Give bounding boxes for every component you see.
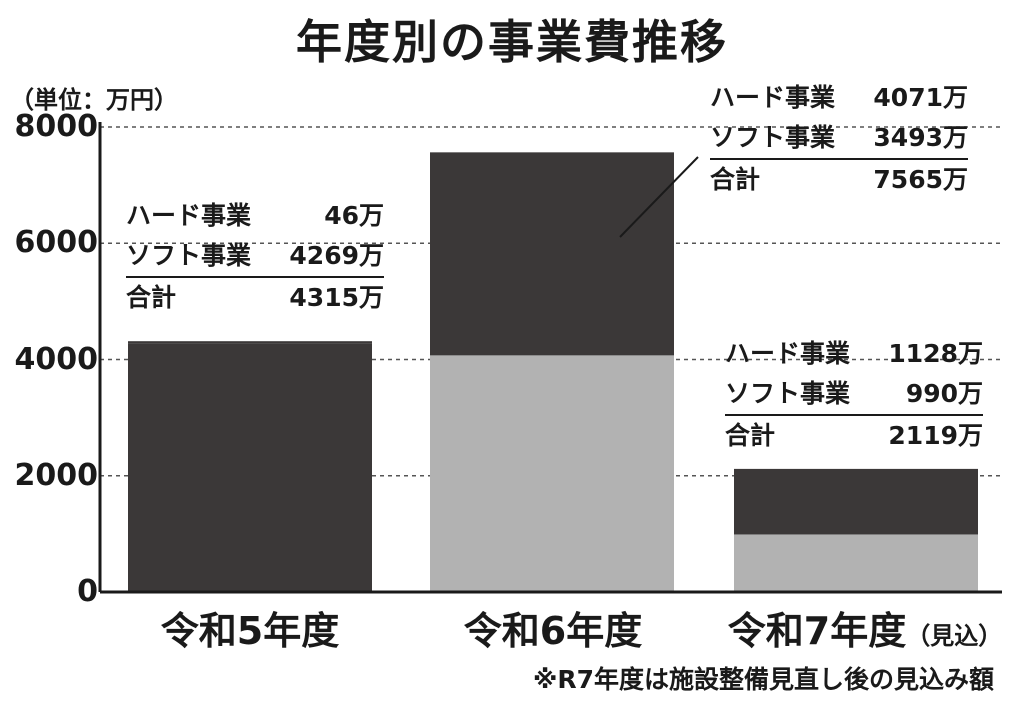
annotation-label: ソフト事業 [710, 123, 836, 152]
y-tick-label: 6000 [14, 225, 99, 261]
annotation-label: 合計 [710, 165, 761, 194]
bar-segment-hard [430, 152, 674, 356]
bar-segment-soft [734, 534, 978, 592]
annotation-value: 3493万 [873, 123, 968, 152]
annotation-value: 4315万 [289, 283, 384, 312]
annotation-label: 合計 [725, 421, 776, 450]
annotation-row: ハード事業 4071万 [710, 78, 968, 118]
annotation-label: ハード事業 [725, 339, 851, 368]
y-tick-label: 2000 [14, 457, 99, 493]
annotation-r6: ハード事業 4071万 ソフト事業 3493万 合計 7565万 [710, 78, 968, 200]
annotation-value: 1128万 [888, 339, 983, 368]
annotation-row: ソフト事業 4269万 [126, 236, 384, 276]
annotation-r7: ハード事業 1128万 ソフト事業 990万 合計 2119万 [725, 334, 983, 456]
bar-segment-soft [128, 343, 372, 592]
annotation-label: ソフト事業 [725, 379, 851, 408]
annotation-label: ハード事業 [126, 201, 252, 230]
unit-label: （単位：万円） [10, 86, 178, 114]
annotation-r5: ハード事業 46万 ソフト事業 4269万 合計 4315万 [126, 196, 384, 318]
annotation-label: ソフト事業 [126, 241, 252, 270]
chart-title: 年度別の事業費推移 [296, 15, 728, 69]
annotation-label: 合計 [126, 283, 177, 312]
annotation-row: ソフト事業 3493万 [710, 118, 968, 158]
annotation-value: 4269万 [289, 241, 384, 270]
y-tick-label: 0 [77, 574, 98, 609]
annotation-value: 7565万 [873, 165, 968, 194]
annotation-total: 合計 7565万 [710, 158, 968, 200]
annotation-label: ハード事業 [710, 83, 836, 112]
leader-line [619, 156, 699, 238]
x-category-r7: 令和7年度（見込） [727, 609, 1003, 653]
x-category-r5: 令和5年度 [160, 609, 340, 653]
annotation-value: 2119万 [888, 421, 983, 450]
annotation-value: 4071万 [873, 83, 968, 112]
y-tick-label: 4000 [14, 341, 99, 377]
annotation-total: 合計 2119万 [725, 414, 983, 456]
footnote: ※R7年度は施設整備見直し後の見込み額 [533, 665, 994, 694]
annotation-value: 46万 [324, 201, 384, 230]
annotation-row: ハード事業 46万 [126, 196, 384, 236]
bar-segment-hard [734, 468, 978, 535]
y-tick-label: 8000 [14, 109, 99, 144]
annotation-value: 990万 [905, 379, 983, 408]
bar-segment-hard [128, 341, 372, 344]
x-category-r6: 令和6年度 [463, 609, 643, 653]
bar-segment-soft [430, 355, 674, 592]
annotation-row: ソフト事業 990万 [725, 374, 983, 414]
annotation-total: 合計 4315万 [126, 276, 384, 318]
annotation-row: ハード事業 1128万 [725, 334, 983, 374]
